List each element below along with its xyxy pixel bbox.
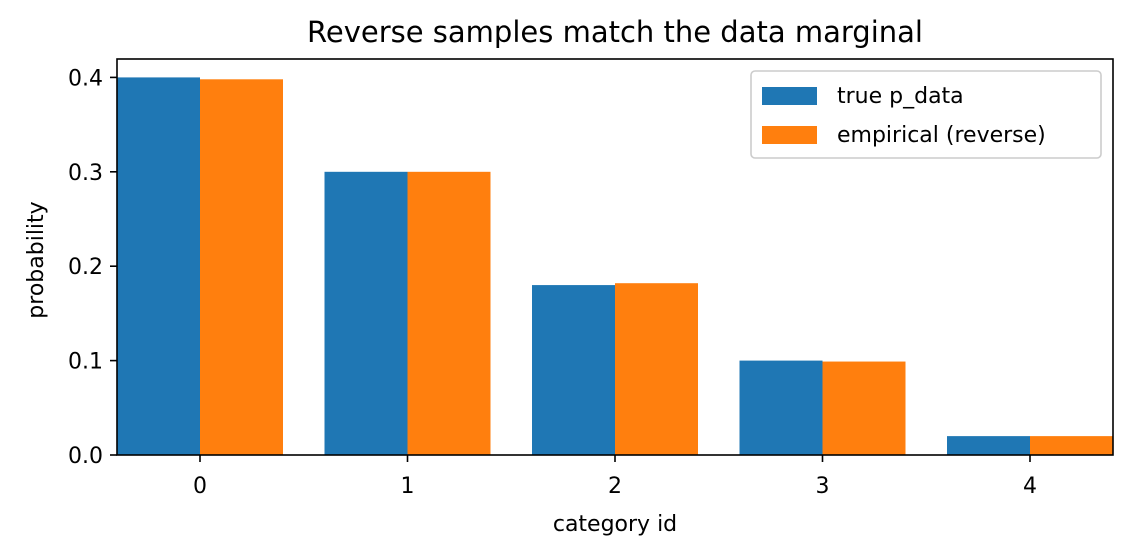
- axes-layer: 0 1 2 3 4 0.0 0.1 0.2 0.3 0.4: [68, 58, 1114, 499]
- x-tick-label: 2: [608, 474, 622, 499]
- legend-swatch-true: [762, 87, 817, 105]
- y-tick-label: 0.2: [68, 255, 103, 280]
- bar-true-0: [117, 77, 200, 455]
- bar-empirical-1: [407, 171, 491, 455]
- y-tick-label: 0.4: [68, 66, 103, 91]
- bar-empirical-2: [615, 283, 698, 455]
- y-tick-label: 0.1: [68, 350, 103, 375]
- legend: true p_data empirical (reverse): [750, 70, 1102, 159]
- bar-empirical-4: [1030, 436, 1113, 455]
- y-axis-label: probability: [24, 201, 49, 318]
- bar-true-4: [947, 436, 1030, 455]
- x-tick-label: 4: [1023, 474, 1037, 499]
- y-tick-label: 0.3: [68, 161, 103, 186]
- bar-true-2: [532, 285, 615, 455]
- bars-layer: [117, 77, 1113, 456]
- bar-true-3: [739, 360, 823, 455]
- x-tick-label: 0: [193, 474, 207, 499]
- x-tick-label: 1: [401, 474, 415, 499]
- legend-label-true: true p_data: [837, 84, 964, 109]
- bar-empirical-0: [200, 79, 283, 456]
- chart-title: Reverse samples match the data marginal: [307, 15, 923, 49]
- legend-swatch-empirical: [762, 126, 817, 144]
- x-tick-label: 3: [816, 474, 830, 499]
- x-axis-label: category id: [553, 512, 677, 537]
- bar-true-1: [324, 171, 408, 455]
- bar-empirical-3: [822, 361, 906, 455]
- y-tick-label: 0.0: [68, 444, 103, 469]
- legend-label-empirical: empirical (reverse): [837, 123, 1046, 148]
- legend-frame: [750, 70, 1102, 159]
